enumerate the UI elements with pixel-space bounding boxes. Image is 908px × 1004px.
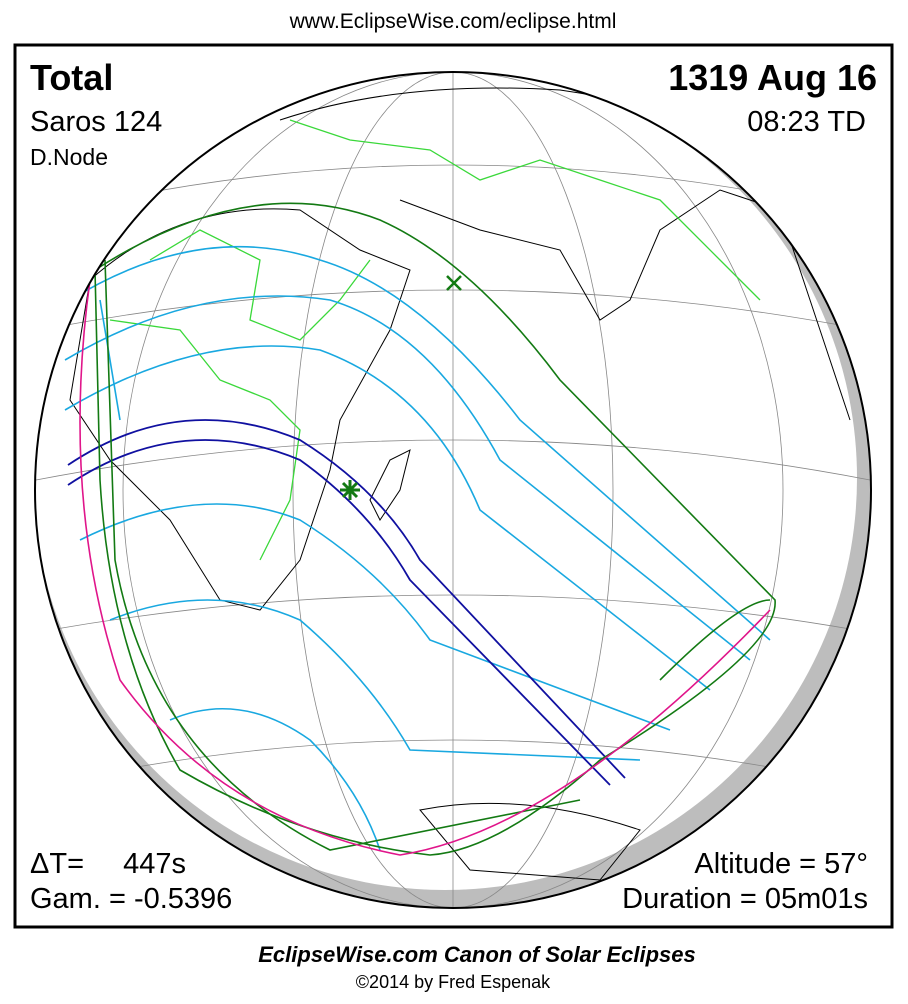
time: 08:23 TD: [747, 106, 866, 138]
altitude: Altitude = 57°: [694, 848, 868, 880]
globe-outline: [34, 71, 872, 909]
date: 1319 Aug 16: [668, 57, 877, 98]
delta-t: 447s: [123, 848, 186, 880]
gamma: Gam. = -0.5396: [30, 883, 232, 915]
node: D.Node: [30, 144, 108, 170]
duration: Duration = 05m01s: [622, 883, 868, 915]
footer-credit: ©2014 by Fred Espenak: [356, 972, 551, 992]
eclipse-type: Total: [30, 57, 113, 98]
globe: [35, 72, 871, 908]
delta-t-label: ΔT=: [30, 848, 84, 880]
footer-title: EclipseWise.com Canon of Solar Eclipses: [258, 942, 696, 967]
marker: [340, 275, 462, 500]
saros: Saros 124: [30, 106, 162, 138]
url: www.EclipseWise.com/eclipse.html: [289, 10, 617, 33]
